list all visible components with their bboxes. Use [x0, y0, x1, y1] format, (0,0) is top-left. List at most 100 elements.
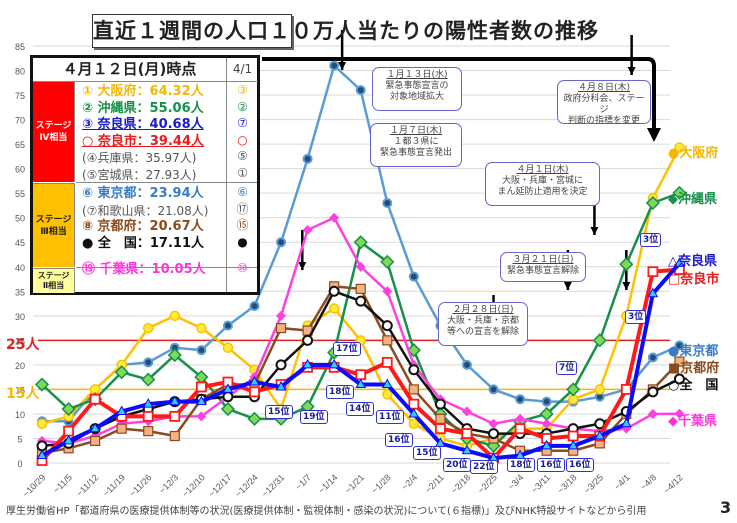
y-tick-label: 40	[15, 263, 25, 273]
x-tick-label: ~2/25	[476, 472, 499, 495]
rank-tag: 16位	[385, 433, 413, 447]
data-point	[541, 439, 552, 450]
threshold-label-15: 15人	[6, 386, 40, 402]
ranking-row: (⑤宮城県：27.93人)	[82, 167, 197, 182]
callout-date: １月７日(木)	[389, 126, 443, 136]
data-point	[34, 377, 50, 392]
ranking-row: ⑲ 千葉県：10.05人	[82, 262, 206, 277]
prev-rank: ③	[237, 83, 248, 97]
data-point	[515, 413, 526, 424]
data-point	[541, 396, 552, 407]
data-point	[382, 197, 393, 208]
y-tick-label: 35	[15, 287, 25, 297]
data-point	[89, 393, 101, 405]
data-point	[488, 428, 500, 440]
data-point	[647, 287, 659, 298]
event-callout: １月１３日(水) 緊急事態宣言の 対象地域拡大	[372, 67, 462, 111]
data-point	[169, 395, 181, 406]
data-point	[381, 320, 393, 332]
callout-text: 大阪・兵庫・宮城に まん延防止適用を決定	[497, 176, 588, 197]
data-point	[461, 359, 472, 370]
data-point	[275, 380, 287, 391]
data-point	[382, 286, 393, 297]
data-point	[488, 384, 499, 395]
data-point	[620, 417, 632, 428]
data-point	[594, 384, 606, 395]
rank-tag: 14位	[346, 402, 374, 416]
data-point	[116, 423, 127, 434]
x-tick-label: ~10/29	[21, 472, 48, 499]
data-point	[63, 425, 74, 437]
x-tick-label: ~11/5	[51, 472, 74, 495]
event-callout: ４月１日(木) 大阪・兵庫・宮城に まん延防止適用を決定	[485, 162, 600, 206]
rank-tag: 20位	[443, 458, 471, 472]
data-point	[142, 398, 154, 408]
data-point	[249, 301, 260, 312]
data-point	[329, 60, 340, 71]
x-tick-label: ~3/11	[529, 472, 552, 495]
data-point	[222, 391, 234, 403]
data-point	[143, 426, 154, 437]
data-point	[169, 410, 181, 422]
callout-date: ４月１日(木)	[516, 165, 569, 175]
x-tick-label: ~3/18	[555, 472, 578, 495]
ranking-rows: ① 大阪府：64.32人 ② 沖縄県：55.06人 ③ 奈良県：40.68人 ○ 奈良…	[76, 84, 226, 279]
event-arrowhead	[622, 282, 631, 290]
y-tick-label: 60	[15, 165, 25, 175]
data-point	[674, 408, 685, 419]
callout-date: ４月８日(木)	[577, 83, 631, 93]
data-point	[302, 358, 313, 369]
data-point	[276, 310, 287, 321]
data-point	[381, 378, 393, 389]
prev-rank: ①	[237, 165, 248, 180]
y-tick-label: 45	[15, 238, 25, 248]
series-label: ●大阪府	[668, 146, 719, 161]
event-arrowhead	[590, 227, 599, 235]
ranking-row: (④兵庫県：35.97人)	[82, 151, 197, 165]
callout-date: １月１３日(水)	[386, 70, 448, 80]
stage3-label: ステージ Ⅲ相当	[33, 183, 75, 267]
data-point	[143, 357, 154, 368]
data-point	[328, 285, 340, 297]
rank-tag: 19位	[300, 410, 328, 424]
ranking-table-header: ４月１２日(月)時点	[33, 58, 226, 82]
data-point	[36, 418, 48, 430]
x-tick-label: ~4/8	[639, 472, 659, 492]
data-point	[355, 378, 367, 389]
data-point	[116, 405, 128, 415]
x-tick-label: ~2/4	[400, 472, 420, 492]
data-point	[434, 398, 446, 410]
data-point	[328, 358, 340, 369]
data-point	[674, 257, 685, 267]
data-point	[61, 401, 76, 417]
data-point	[408, 398, 420, 410]
data-point	[408, 364, 420, 376]
data-point	[195, 381, 207, 393]
rank-tag: 16位	[537, 458, 565, 472]
series-label: ■京都府	[668, 361, 720, 376]
data-point	[674, 340, 685, 351]
data-point	[382, 389, 393, 400]
data-point	[381, 357, 393, 368]
data-point	[619, 257, 634, 272]
ranking-prev-column: ③ ② ⑦ ○ ⑤ ① ⑥ ⑰ ⑮ ● ⑩	[226, 82, 258, 292]
source-footer: 厚生労働省HP「都道府県の医療提供体制等の状況(医療提供体制・監視体制・感染の状…	[6, 506, 647, 517]
y-tick-label: 55	[15, 189, 25, 199]
y-tick-label: 65	[15, 140, 25, 150]
x-tick-label: ~3/25	[582, 472, 605, 495]
data-point	[196, 411, 207, 422]
x-tick-label: ~1/7	[293, 472, 313, 492]
event-callout: １月７日(木) １都３県に 緊急事態宣言発出	[370, 123, 462, 167]
stage4-label: ステージ Ⅳ相当	[33, 82, 75, 182]
stage3-text: ステージ Ⅲ相当	[35, 214, 72, 237]
x-tick-label: ~11/26	[127, 472, 153, 498]
y-tick-label: 50	[15, 214, 25, 224]
prev-rank: ⑥	[237, 185, 248, 199]
bracket-arrowhead	[647, 128, 661, 142]
rank-tag: 18位	[507, 458, 535, 472]
data-point	[36, 440, 48, 452]
callout-text: 緊急事態宣言解除	[506, 266, 579, 276]
ranking-row: ⑧ 京都府：20.67人	[82, 219, 204, 234]
data-point	[276, 237, 287, 248]
data-point	[594, 418, 606, 430]
